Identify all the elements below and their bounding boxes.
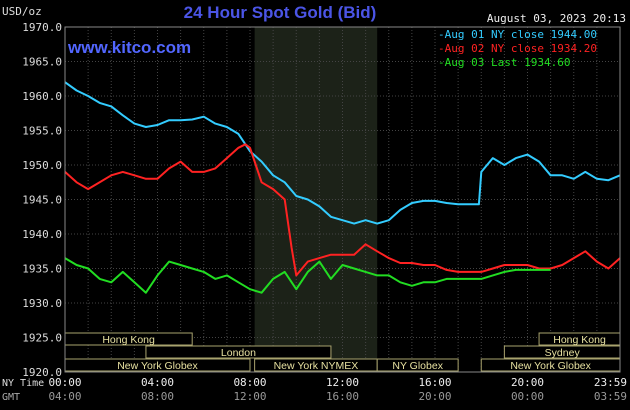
x-axis-ny-row-label: NY Time bbox=[2, 378, 44, 389]
plot-frame bbox=[64, 26, 621, 373]
session-label: New York Globex bbox=[117, 360, 198, 372]
session-label: London bbox=[221, 347, 256, 359]
y-tick-label: 1970.0 bbox=[22, 21, 62, 34]
session-label: Sydney bbox=[545, 347, 581, 359]
currency-label: USD/oz bbox=[2, 5, 42, 18]
y-tick-label: 1935.0 bbox=[22, 263, 62, 276]
x-tick-label-ny: 16:00 bbox=[418, 376, 451, 389]
y-tick-label: 1930.0 bbox=[22, 297, 62, 310]
legend: -Aug 01 NY close 1944.00 -Aug 02 NY clos… bbox=[438, 28, 597, 70]
x-tick-label-gmt: 03:59 bbox=[594, 390, 627, 403]
session-label: New York NYMEX bbox=[274, 360, 359, 372]
x-tick-label-ny: 04:00 bbox=[141, 376, 174, 389]
x-tick-label-ny: 20:00 bbox=[511, 376, 544, 389]
session-label: Hong Kong bbox=[553, 334, 606, 346]
x-tick-label-ny: 08:00 bbox=[233, 376, 266, 389]
x-tick-label-gmt: 00:00 bbox=[511, 390, 544, 403]
session-bar bbox=[376, 358, 459, 372]
legend-item-aug02: -Aug 02 NY close 1934.20 bbox=[438, 42, 597, 55]
y-tick-label: 1955.0 bbox=[22, 125, 62, 138]
x-tick-label-ny: 23:59 bbox=[594, 376, 627, 389]
x-tick-label-gmt: 12:00 bbox=[233, 390, 266, 403]
x-tick-label-gmt: 20:00 bbox=[418, 390, 451, 403]
y-tick-label: 1920.0 bbox=[22, 366, 62, 379]
y-tick-label: 1925.0 bbox=[22, 332, 62, 345]
series-line-0 bbox=[64, 81, 621, 225]
session-bar bbox=[145, 345, 332, 359]
series-line-1 bbox=[64, 143, 621, 277]
legend-item-aug01: -Aug 01 NY close 1944.00 bbox=[438, 28, 597, 41]
y-tick-label: 1945.0 bbox=[22, 194, 62, 207]
legend-item-aug03: -Aug 03 Last 1934.60 bbox=[438, 56, 571, 69]
chart-title: 24 Hour Spot Gold (Bid) bbox=[183, 3, 377, 22]
x-tick-label-gmt: 04:00 bbox=[48, 390, 81, 403]
y-tick-label: 1940.0 bbox=[22, 228, 62, 241]
session-label: New York Globex bbox=[510, 360, 591, 372]
session-label: NY Globex bbox=[392, 360, 443, 372]
x-tick-label-gmt: 16:00 bbox=[326, 390, 359, 403]
x-tick-label-ny: 00:00 bbox=[48, 376, 81, 389]
y-tick-label: 1960.0 bbox=[22, 90, 62, 103]
website-label[interactable]: www.kitco.com bbox=[68, 38, 192, 57]
series-line-2 bbox=[64, 257, 551, 294]
x-tick-label-gmt: 08:00 bbox=[141, 390, 174, 403]
x-axis-gmt-row-label: GMT bbox=[2, 392, 20, 403]
y-tick-label: 1965.0 bbox=[22, 56, 62, 69]
timestamp: August 03, 2023 20:13 bbox=[486, 12, 626, 25]
x-tick-label-ny: 12:00 bbox=[326, 376, 359, 389]
session-label: Hong Kong bbox=[102, 334, 155, 346]
y-tick-label: 1950.0 bbox=[22, 159, 62, 172]
